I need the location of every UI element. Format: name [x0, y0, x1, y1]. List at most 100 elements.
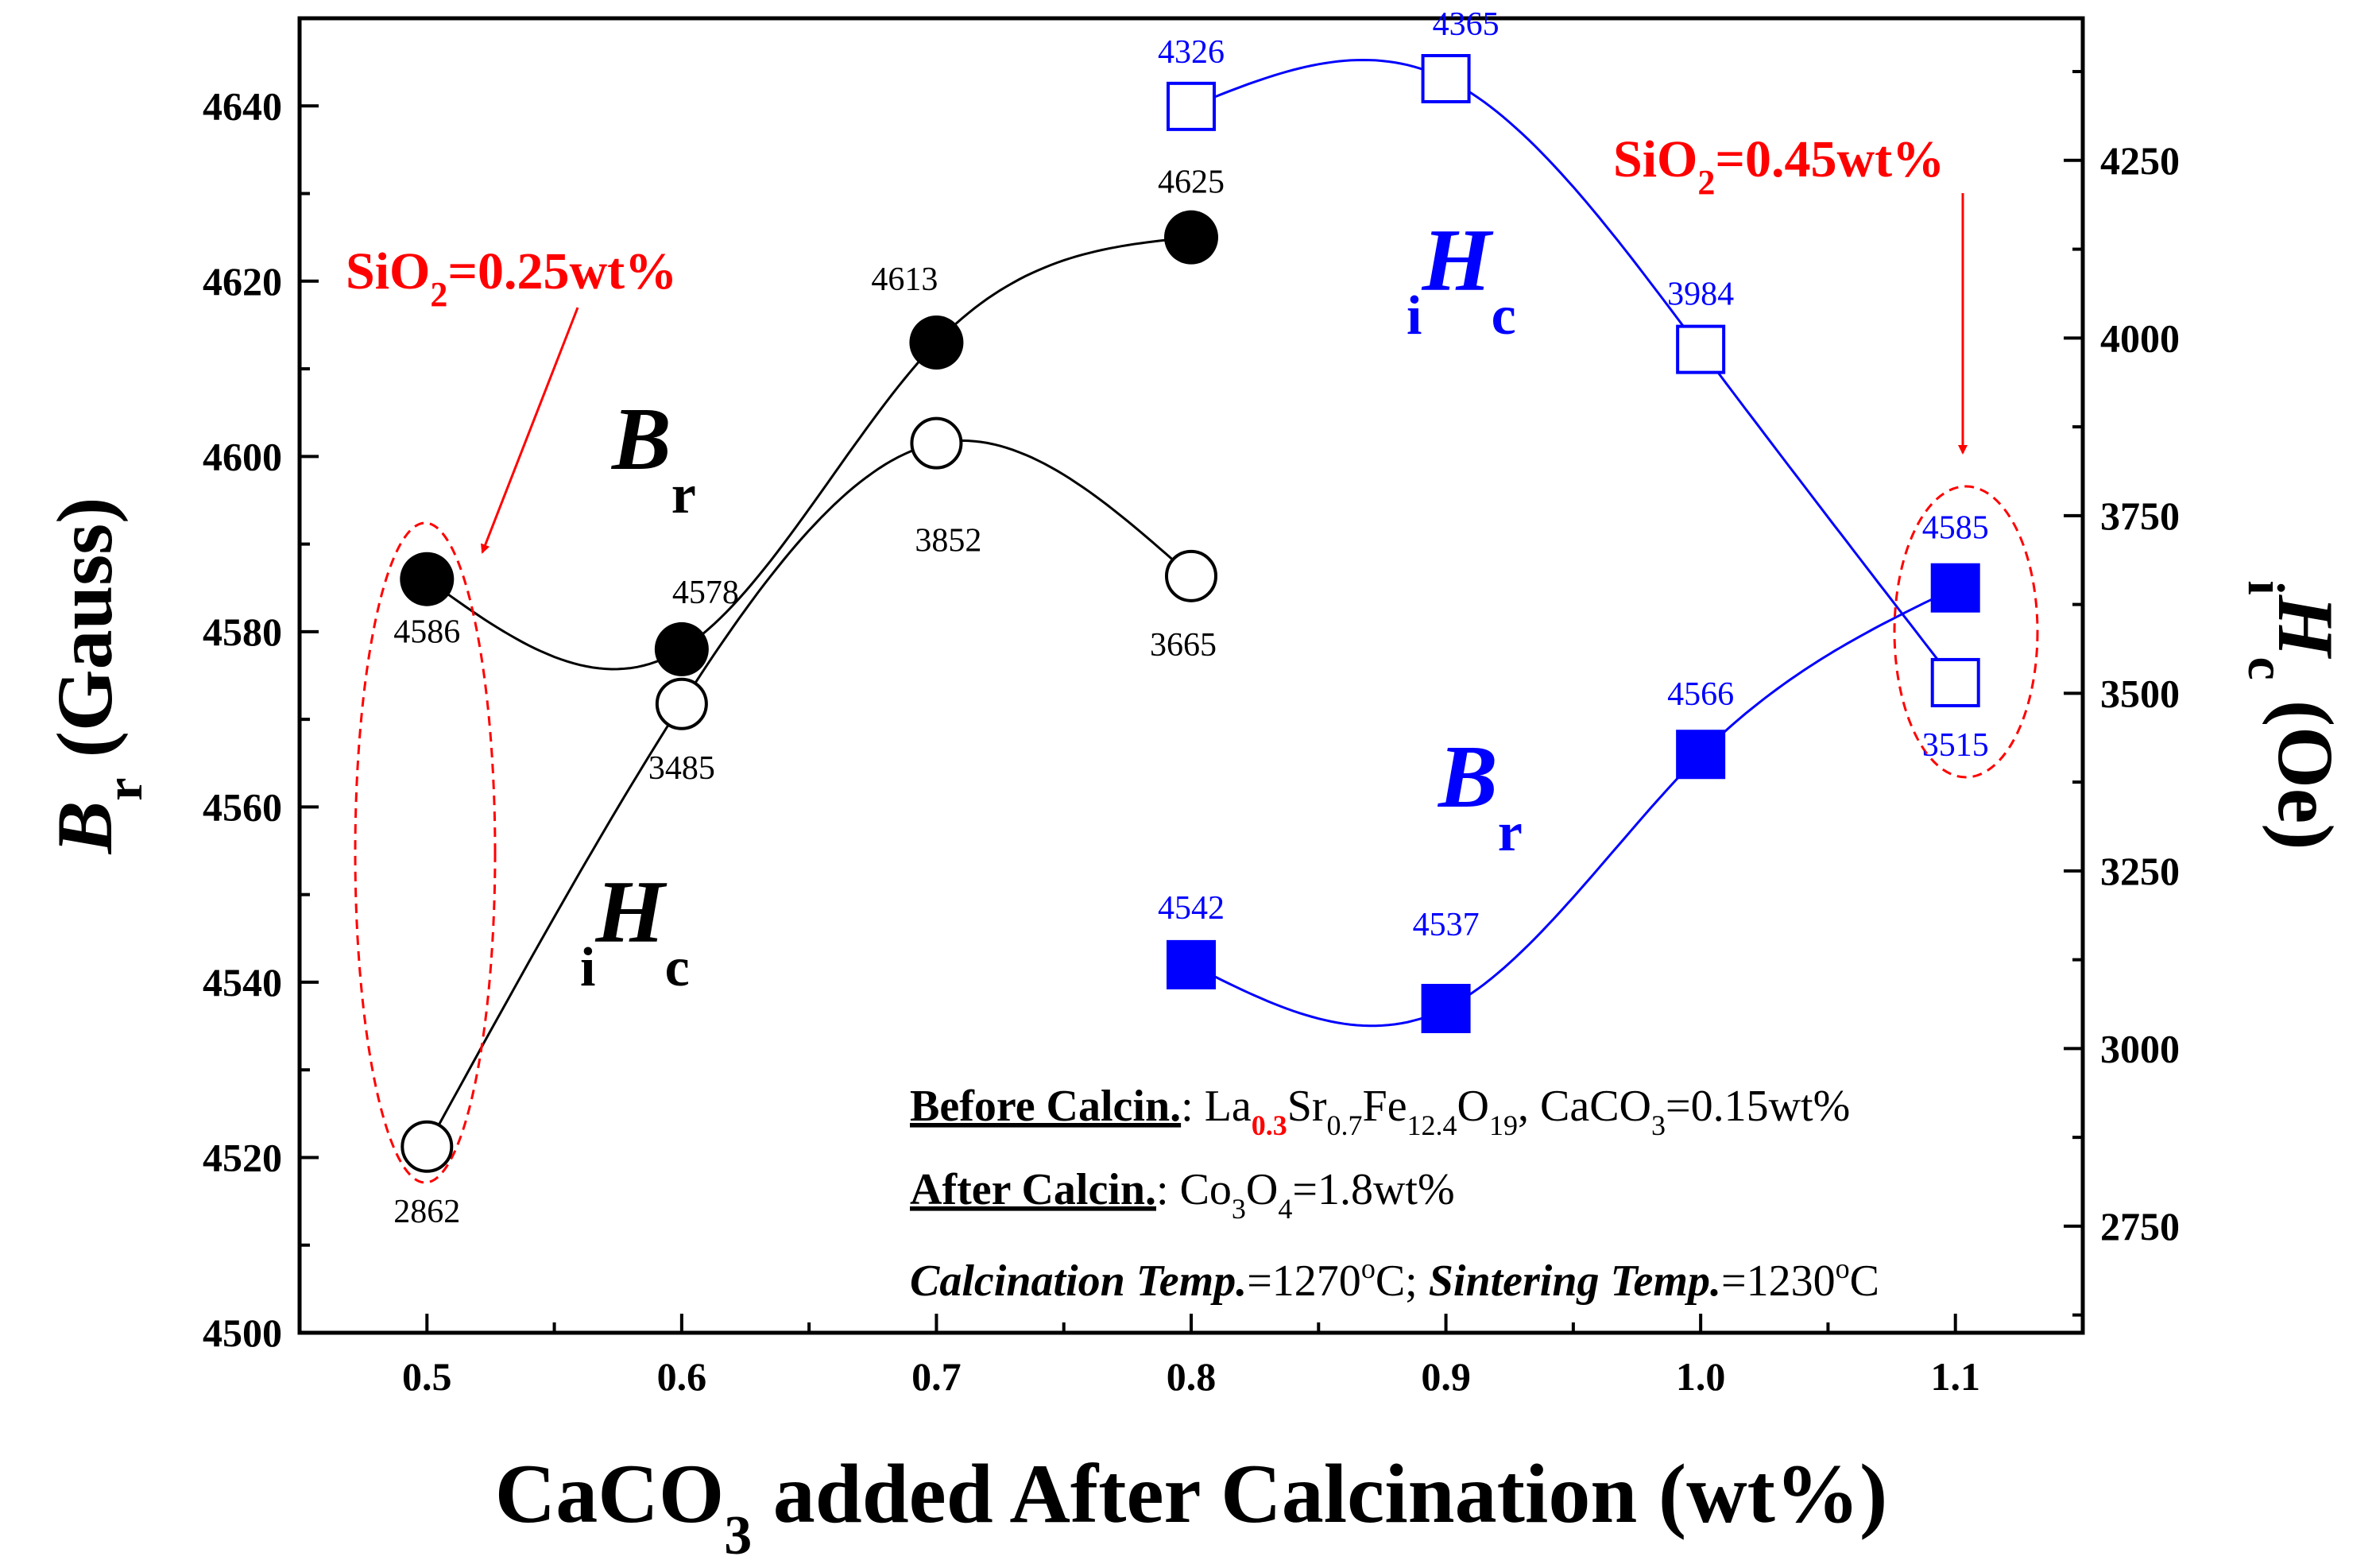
- curve-series-1: [425, 439, 1192, 1148]
- sio2-045-post: =0.45wt%: [1715, 130, 1945, 188]
- data-label-series-1: 3852: [915, 523, 981, 559]
- y-right-tick-label: 4000: [2100, 316, 2180, 360]
- marker-series-2: [1676, 324, 1726, 374]
- hc-blue-pre: i: [1407, 285, 1422, 347]
- y-left-axis-title: Br (Gauss): [41, 498, 153, 855]
- hc-black-pre: i: [580, 937, 595, 998]
- y-right-title-sub: c: [2237, 657, 2295, 680]
- marker-series-3: [1167, 939, 1216, 989]
- marker-series-2: [1167, 81, 1216, 131]
- f-o4: O: [1246, 1165, 1278, 1214]
- marker-series-3: [1676, 730, 1726, 780]
- y-left-tick-label: 4600: [203, 434, 282, 478]
- f-ca-sub: 3: [1651, 1109, 1666, 1141]
- marker-series-3: [1421, 984, 1471, 1034]
- info-calc-unit: C;: [1376, 1256, 1429, 1306]
- info-line-1: Before Calcin.: La0.3Sr0.7Fe12.4O19, CaC…: [910, 1082, 1850, 1141]
- y-left-title-sub: r: [95, 777, 153, 800]
- x-tick-label: 0.7: [911, 1354, 962, 1399]
- y-left-tick-label: 4560: [203, 784, 282, 829]
- marker-series-1: [910, 416, 963, 470]
- x-tick-label: 0.8: [1167, 1354, 1217, 1399]
- y-right-title-sym: H: [2262, 594, 2350, 660]
- hc-black-sub: c: [665, 937, 690, 998]
- data-label-series-0: 4586: [393, 614, 460, 651]
- label-br-black: Br: [610, 390, 696, 525]
- info-sint-label: Sintering Temp.: [1429, 1256, 1721, 1306]
- hc-black-sym: H: [594, 863, 667, 962]
- label-hc-blue: iHc: [1407, 211, 1516, 347]
- sio2-045-sub: 2: [1697, 163, 1715, 202]
- y-left-tick-label: 4620: [203, 259, 282, 304]
- br-black-sym: B: [610, 390, 671, 489]
- info-sint-deg: o: [1836, 1252, 1850, 1284]
- highlight-ellipses: [354, 485, 2039, 1184]
- y-left-title-sym: B: [41, 801, 129, 855]
- y-left-tick-label: 4580: [203, 610, 282, 654]
- f-o-sub: 19: [1489, 1109, 1518, 1141]
- f-co: Co: [1180, 1165, 1232, 1214]
- marker-series-3: [1930, 563, 1980, 613]
- info-after-label: After Calcin.: [910, 1165, 1156, 1214]
- f-fe-sub: 12.4: [1407, 1109, 1457, 1141]
- curve-series-3: [1190, 587, 1956, 1028]
- data-label-series-1: 2862: [393, 1194, 460, 1230]
- br-blue-sym: B: [1437, 728, 1498, 827]
- data-label-series-0: 4613: [871, 261, 938, 298]
- info-before-sep: :: [1181, 1082, 1205, 1131]
- y-right-tick-label: 3500: [2100, 671, 2180, 715]
- marker-series-0: [400, 552, 455, 606]
- data-labels: 4586 4578 4613 4625 2862 3485 3852 3665 4326 4365…: [393, 6, 1988, 1230]
- y-left-tick-label: 4540: [203, 960, 282, 1005]
- y-left-tick-label: 4640: [203, 83, 282, 128]
- y-right-tick-label: 4250: [2100, 138, 2180, 183]
- f-sr-sub: 0.7: [1327, 1109, 1363, 1141]
- x-tick-label: 0.9: [1421, 1354, 1471, 1399]
- hc-blue-sym: H: [1421, 211, 1493, 310]
- f-la-sub: 0.3: [1252, 1109, 1287, 1141]
- label-hc-black: iHc: [580, 863, 690, 998]
- x-axis-title-sub: 3: [724, 1505, 752, 1566]
- y-right-tick-label: 3250: [2100, 849, 2180, 893]
- y-left-title-rest: (Gauss): [41, 498, 129, 778]
- data-label-series-2: 4326: [1158, 34, 1225, 71]
- f-o4-sub: 4: [1278, 1193, 1292, 1225]
- marker-series-2: [1930, 657, 1980, 707]
- f-sr: Sr: [1287, 1082, 1327, 1131]
- y-right-axis-title: iHc (Oe): [2237, 580, 2350, 850]
- info-sint-unit: C: [1850, 1256, 1879, 1306]
- sio2-045-pre: SiO: [1613, 130, 1697, 188]
- data-label-series-2: 3984: [1667, 277, 1734, 313]
- curve-series-2: [1190, 58, 1956, 683]
- marker-series-0: [1164, 210, 1218, 265]
- f-la: La: [1205, 1082, 1252, 1131]
- data-label-series-1: 3485: [648, 750, 715, 787]
- ellipse-sio2-025: [354, 521, 497, 1184]
- x-axis-title-main: CaCO: [495, 1447, 725, 1540]
- arrow-sio2-025: [481, 307, 579, 554]
- y-right-tick-label: 3000: [2100, 1026, 2180, 1070]
- f-ca: , CaCO: [1518, 1082, 1651, 1131]
- hc-blue-sub: c: [1492, 285, 1516, 347]
- axis-ticks: 0.5 0.6 0.7 0.8 0.9 1.0 1.1 4500 4520 4540 4560 458…: [203, 70, 2180, 1399]
- info-calc-val: =1270: [1247, 1256, 1361, 1306]
- data-label-series-2: 4365: [1433, 6, 1500, 43]
- marker-series-1: [401, 1120, 454, 1173]
- br-blue-sub: r: [1498, 802, 1523, 863]
- data-label-series-3: 4566: [1667, 676, 1734, 713]
- info-line-2: After Calcin.: Co3O4=1.8wt%: [910, 1165, 1455, 1225]
- info-before-label: Before Calcin.: [910, 1082, 1181, 1131]
- data-points: [400, 53, 1980, 1173]
- curve-series-0: [426, 236, 1192, 671]
- f-co-sub: 3: [1232, 1193, 1246, 1225]
- x-tick-label: 1.1: [1930, 1354, 1980, 1399]
- x-tick-label: 0.6: [657, 1354, 707, 1399]
- info-after-sep: :: [1156, 1165, 1180, 1214]
- data-label-series-0: 4578: [672, 575, 739, 611]
- label-br-blue: Br: [1437, 728, 1523, 863]
- f-fe: Fe: [1363, 1082, 1407, 1131]
- data-label-series-1: 3665: [1150, 627, 1217, 664]
- marker-series-0: [909, 315, 964, 370]
- f-co-end: =1.8wt%: [1292, 1165, 1454, 1214]
